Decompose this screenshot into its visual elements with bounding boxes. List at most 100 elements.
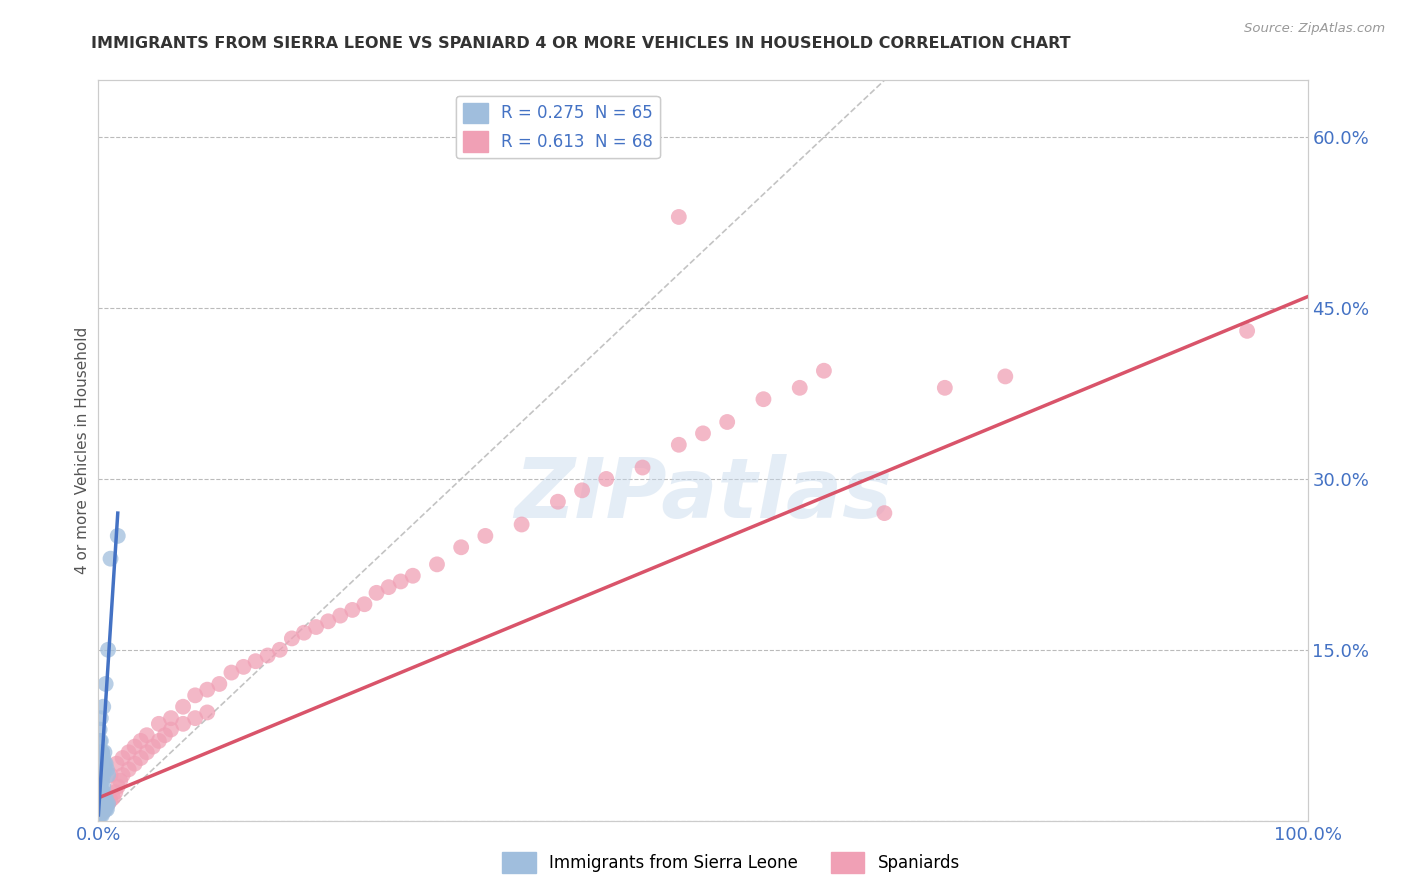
Point: [97, 768, 120, 782]
Point: [426, 558, 449, 572]
Point: [342, 603, 364, 617]
Y-axis label: 4 or more Vehicles in Household: 4 or more Vehicles in Household: [75, 326, 90, 574]
Point: [377, 580, 399, 594]
Legend: Immigrants from Sierra Leone, Spaniards: Immigrants from Sierra Leone, Spaniards: [495, 846, 967, 880]
Point: [93, 756, 115, 771]
Point: [90, 711, 112, 725]
Point: [94, 797, 117, 811]
Point: [91, 805, 114, 819]
Point: [118, 745, 141, 759]
Point: [89, 780, 111, 794]
Point: [208, 677, 231, 691]
Point: [90, 780, 112, 794]
Point: [91, 790, 114, 805]
Point: [90, 785, 112, 799]
Point: [89, 734, 111, 748]
Point: [160, 723, 183, 737]
Point: [172, 699, 194, 714]
Point: [195, 706, 218, 720]
Point: [96, 763, 118, 777]
Point: [353, 597, 375, 611]
Point: [97, 642, 120, 657]
Point: [94, 790, 117, 805]
Point: [281, 632, 304, 646]
Point: [96, 802, 118, 816]
Point: [91, 802, 114, 816]
Point: [752, 392, 775, 407]
Point: [571, 483, 593, 498]
Point: [89, 802, 111, 816]
Point: [93, 802, 115, 816]
Point: [100, 768, 122, 782]
Point: [124, 739, 146, 754]
Point: [232, 660, 254, 674]
Point: [91, 808, 114, 822]
Point: [90, 808, 112, 822]
Point: [96, 797, 118, 811]
Point: [90, 745, 112, 759]
Point: [595, 472, 617, 486]
Point: [813, 364, 835, 378]
Point: [89, 808, 111, 822]
Point: [135, 728, 157, 742]
Point: [402, 568, 425, 582]
Point: [91, 802, 114, 816]
Point: [90, 773, 112, 788]
Point: [90, 805, 112, 819]
Point: [89, 793, 111, 807]
Point: [148, 734, 170, 748]
Point: [91, 751, 114, 765]
Point: [221, 665, 243, 680]
Point: [142, 739, 165, 754]
Point: [94, 677, 117, 691]
Point: [269, 642, 291, 657]
Point: [101, 790, 124, 805]
Legend: R = 0.275  N = 65, R = 0.613  N = 68: R = 0.275 N = 65, R = 0.613 N = 68: [456, 96, 659, 159]
Point: [305, 620, 328, 634]
Point: [450, 541, 472, 555]
Point: [510, 517, 533, 532]
Point: [129, 734, 152, 748]
Point: [93, 797, 115, 811]
Text: IMMIGRANTS FROM SIERRA LEONE VS SPANIARD 4 OR MORE VEHICLES IN HOUSEHOLD CORRELA: IMMIGRANTS FROM SIERRA LEONE VS SPANIARD…: [91, 36, 1071, 51]
Point: [91, 768, 114, 782]
Point: [91, 790, 114, 805]
Point: [89, 756, 111, 771]
Point: [90, 797, 112, 811]
Point: [89, 805, 111, 819]
Point: [716, 415, 738, 429]
Point: [91, 751, 114, 765]
Point: [89, 790, 111, 805]
Point: [89, 797, 111, 811]
Point: [124, 756, 146, 771]
Point: [547, 494, 569, 508]
Point: [94, 802, 117, 816]
Point: [94, 800, 117, 814]
Text: ZIPatlas: ZIPatlas: [515, 454, 891, 535]
Point: [329, 608, 352, 623]
Text: Source: ZipAtlas.com: Source: ZipAtlas.com: [1244, 22, 1385, 36]
Point: [90, 790, 112, 805]
Point: [91, 797, 114, 811]
Point: [994, 369, 1017, 384]
Point: [184, 711, 207, 725]
Point: [292, 625, 315, 640]
Point: [108, 773, 131, 788]
Point: [91, 745, 114, 759]
Point: [91, 773, 114, 788]
Point: [104, 785, 127, 799]
Point: [873, 506, 896, 520]
Point: [153, 728, 176, 742]
Point: [91, 785, 114, 799]
Point: [111, 768, 134, 782]
Point: [93, 790, 115, 805]
Point: [91, 797, 114, 811]
Point: [89, 785, 111, 799]
Point: [107, 529, 129, 543]
Point: [1236, 324, 1258, 338]
Point: [91, 699, 114, 714]
Point: [118, 763, 141, 777]
Point: [389, 574, 412, 589]
Point: [89, 768, 111, 782]
Point: [91, 785, 114, 799]
